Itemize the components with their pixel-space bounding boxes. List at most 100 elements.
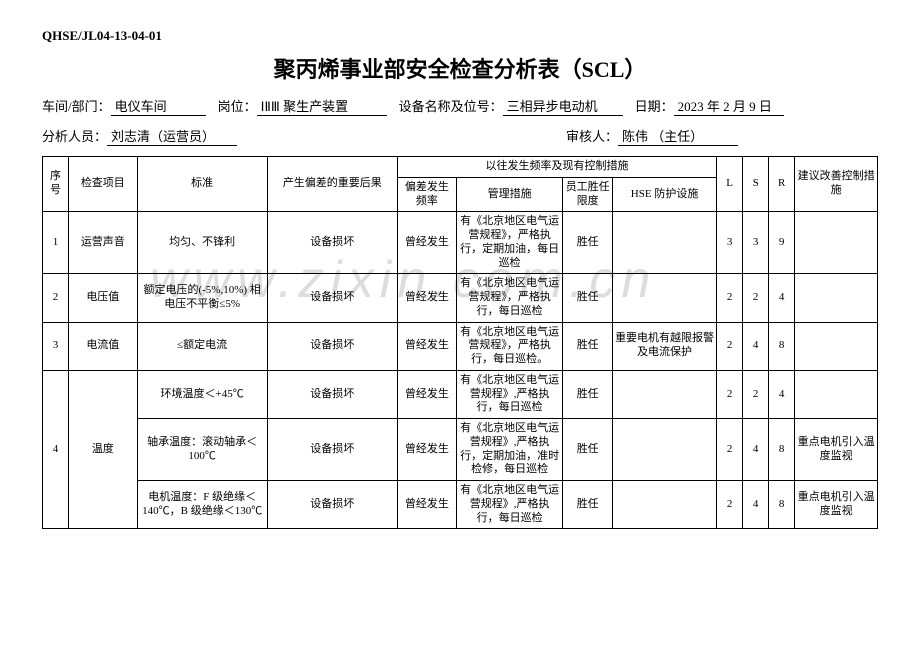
table-cell: 3 [717,212,743,274]
table-cell: 2 [717,419,743,481]
table-cell: 胜任 [563,370,613,418]
table-cell: 胜任 [563,274,613,322]
post-value: ⅠⅡⅢ 聚生产装置 [257,96,387,116]
th-cons: 产生偏差的重要后果 [267,157,397,212]
table-cell: 胜任 [563,322,613,370]
table-cell: 4 [743,419,769,481]
table-cell: 设备损坏 [267,274,397,322]
table-cell: 电压值 [69,274,138,322]
table-cell: ≤额定电流 [137,322,267,370]
table-cell: 设备损坏 [267,419,397,481]
table-cell: 曾经发生 [397,212,456,274]
table-cell: 8 [769,481,795,529]
table-cell: 曾经发生 [397,322,456,370]
date-value: 2023 年 2 月 9 日 [674,96,784,116]
table-cell: 2 [743,370,769,418]
date-label: 日期： [635,96,674,116]
reviewer-label: 审核人： [566,126,618,146]
table-cell: 3 [743,212,769,274]
th-std: 标准 [137,157,267,212]
th-l: L [717,157,743,212]
table-cell: 1 [43,212,69,274]
dept-label: 车间/部门： [42,96,111,116]
table-cell: 电流值 [69,322,138,370]
table-cell: 曾经发生 [397,370,456,418]
dept-value: 电仪车间 [111,96,206,116]
table-cell: 设备损坏 [267,322,397,370]
scl-table: 序号 检查项目 标准 产生偏差的重要后果 以往发生频率及现有控制措施 L S R… [42,156,878,529]
table-cell: 8 [769,322,795,370]
doc-code: QHSE/JL04-13-04-01 [42,28,878,44]
table-row: 4温度环境温度＜+45℃设备损坏曾经发生有《北京地区电气运营规程》,严格执行，每… [43,370,878,418]
th-mgmt: 管理措施 [456,177,562,212]
table-cell: 运营声音 [69,212,138,274]
table-cell: 4 [769,274,795,322]
th-r: R [769,157,795,212]
table-cell [613,481,717,529]
table-cell [795,274,878,322]
table-cell: 有《北京地区电气运营规程》，严格执行，每日巡检 [456,274,562,322]
table-cell: 胜任 [563,481,613,529]
table-cell: 温度 [69,370,138,529]
reviewer-value: 陈伟 （主任） [618,126,738,146]
table-cell [795,370,878,418]
equip-value: 三相异步电动机 [503,96,623,116]
th-item: 检查项目 [69,157,138,212]
table-cell: 重点电机引入温度监视 [795,419,878,481]
table-cell: 重要电机有越限报警及电流保护 [613,322,717,370]
table-cell: 9 [769,212,795,274]
table-cell: 2 [717,370,743,418]
table-cell: 4 [743,322,769,370]
table-cell: 4 [743,481,769,529]
table-cell: 环境温度＜+45℃ [137,370,267,418]
th-history-group: 以往发生频率及现有控制措施 [397,157,716,178]
table-cell [795,322,878,370]
th-s: S [743,157,769,212]
table-cell [613,370,717,418]
analyst-label: 分析人员： [42,126,107,146]
post-label: 岗位： [218,96,257,116]
th-hse: HSE 防护设施 [613,177,717,212]
page-title: 聚丙烯事业部安全检查分析表（SCL） [42,52,878,84]
table-cell: 有《北京地区电气运营规程》,严格执行，每日巡检 [456,481,562,529]
th-comp: 员工胜任限度 [563,177,613,212]
table-cell: 额定电压的(-5%,10%) 相电压不平衡≤5% [137,274,267,322]
th-sugg: 建议改善控制措施 [795,157,878,212]
th-seq: 序号 [43,157,69,212]
meta-line-1: 车间/部门：电仪车间 岗位：ⅠⅡⅢ 聚生产装置 设备名称及位号：三相异步电动机 … [42,96,878,116]
table-cell: 有《北京地区电气运营规程》，严格执行，定期加油，每日巡检 [456,212,562,274]
table-cell: 2 [717,274,743,322]
table-cell: 2 [717,322,743,370]
table-cell: 有《北京地区电气运营规程》,严格执行，每日巡检 [456,370,562,418]
table-cell: 8 [769,419,795,481]
table-row: 2电压值额定电压的(-5%,10%) 相电压不平衡≤5%设备损坏曾经发生有《北京… [43,274,878,322]
table-row: 轴承温度：滚动轴承＜100℃设备损坏曾经发生有《北京地区电气运营规程》,严格执行… [43,419,878,481]
th-freq: 偏差发生频率 [397,177,456,212]
table-cell: 4 [43,370,69,529]
table-cell [613,274,717,322]
table-cell [795,212,878,274]
table-cell: 重点电机引入温度监视 [795,481,878,529]
table-cell: 胜任 [563,419,613,481]
table-cell: 2 [43,274,69,322]
table-cell: 电机温度：F 级绝缘＜140℃，B 级绝缘＜130℃ [137,481,267,529]
analyst-value: 刘志清（运营员） [107,126,237,146]
table-row: 电机温度：F 级绝缘＜140℃，B 级绝缘＜130℃设备损坏曾经发生有《北京地区… [43,481,878,529]
table-cell [613,212,717,274]
table-row: 3电流值≤额定电流设备损坏曾经发生有《北京地区电气运营规程》，严格执行，每日巡检… [43,322,878,370]
meta-line-2: 分析人员：刘志清（运营员） 审核人：陈伟 （主任） [42,126,878,146]
table-cell: 4 [769,370,795,418]
table-cell: 曾经发生 [397,419,456,481]
table-cell: 3 [43,322,69,370]
table-cell: 有《北京地区电气运营规程》,严格执行，定期加油，准时检修，每日巡检 [456,419,562,481]
table-cell: 设备损坏 [267,370,397,418]
table-cell: 轴承温度：滚动轴承＜100℃ [137,419,267,481]
table-cell: 2 [717,481,743,529]
table-cell: 设备损坏 [267,481,397,529]
table-cell: 胜任 [563,212,613,274]
table-cell: 有《北京地区电气运营规程》，严格执行，每日巡检。 [456,322,562,370]
table-cell [613,419,717,481]
equip-label: 设备名称及位号： [399,96,503,116]
table-cell: 均匀、不锋利 [137,212,267,274]
table-cell: 2 [743,274,769,322]
